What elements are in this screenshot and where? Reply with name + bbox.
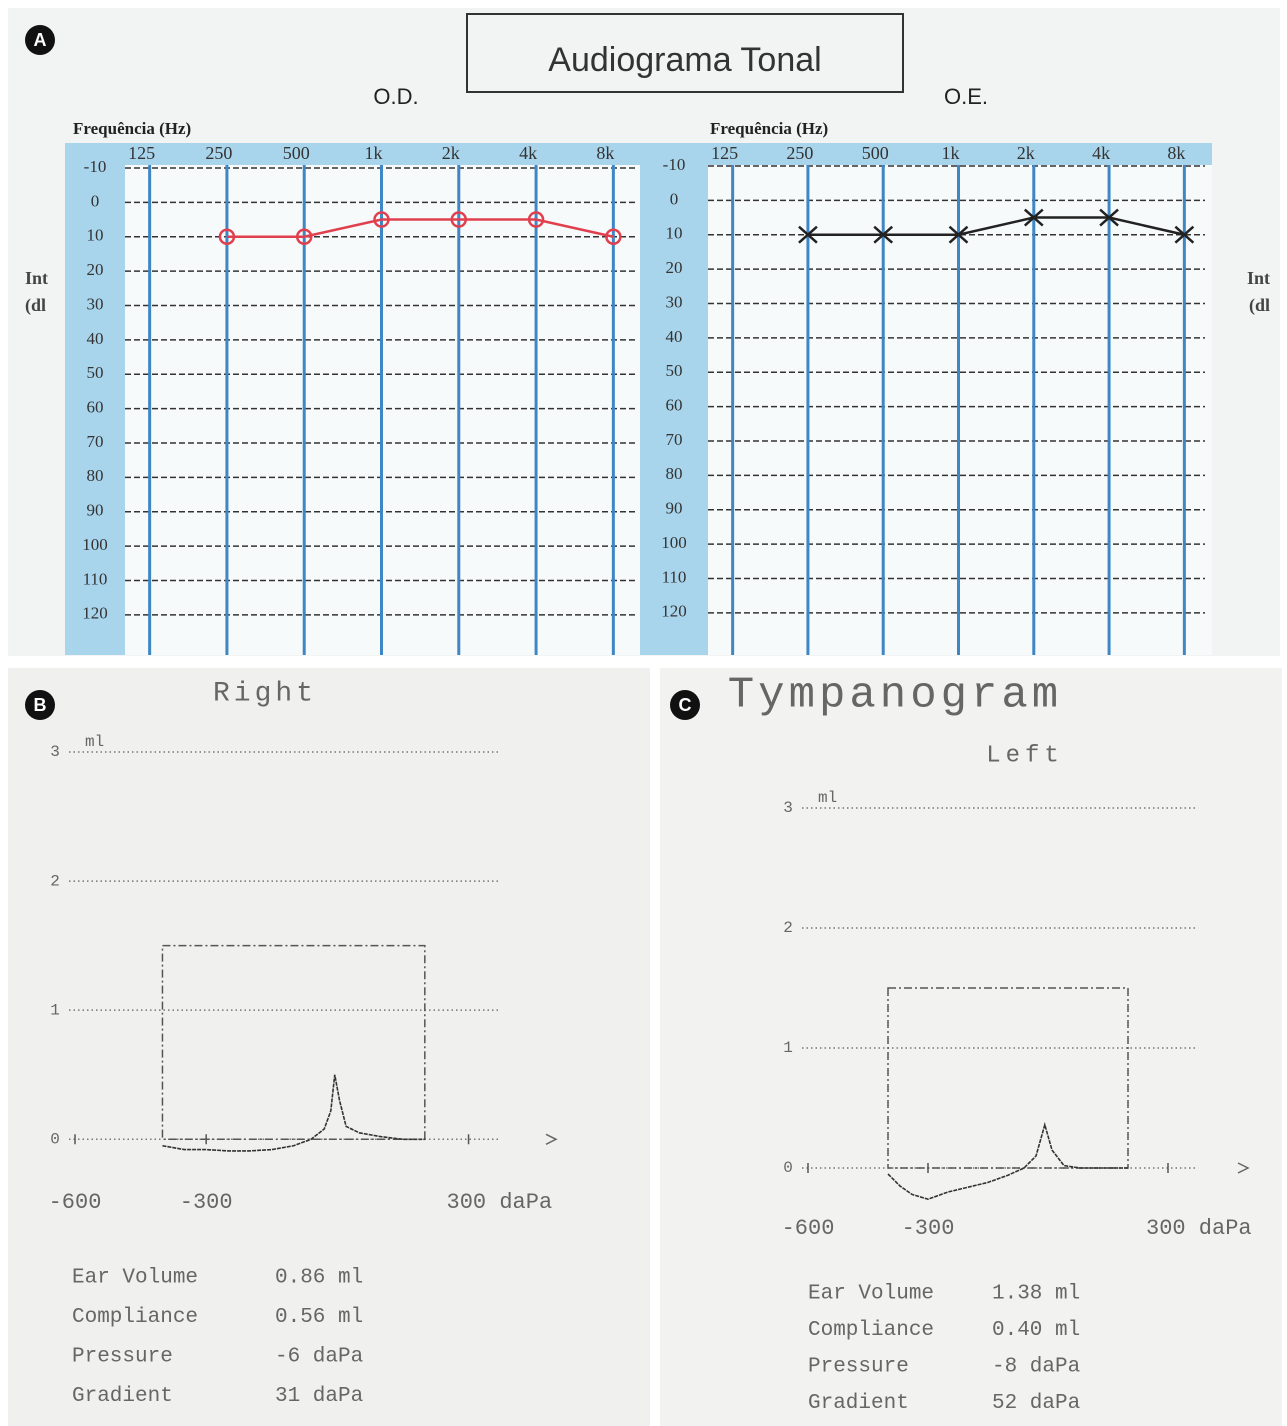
stat-value: 1.38 ml xyxy=(992,1283,1080,1306)
y-tick-label: 3 xyxy=(50,743,60,761)
y-tick-label: 50 xyxy=(666,361,683,380)
y-tick-label: 110 xyxy=(83,569,108,588)
y-axis-label: Int xyxy=(1247,268,1270,288)
x-tick-label: 500 xyxy=(862,143,889,163)
stat-label: Compliance xyxy=(72,1306,198,1329)
y-unit-label: ml xyxy=(85,733,104,751)
y-tick-label: 20 xyxy=(87,260,104,279)
y-tick-label: 60 xyxy=(87,397,104,416)
y-tick-label: 2 xyxy=(783,919,793,937)
panel-label: A xyxy=(25,25,55,55)
y-tick-label: 40 xyxy=(666,327,683,346)
panel-c-background xyxy=(660,668,1282,1426)
y-tick-label: 70 xyxy=(87,432,104,451)
plot-background xyxy=(65,143,640,655)
y-tick-label: 10 xyxy=(87,226,104,245)
figure-title: Audiograma Tonal xyxy=(548,41,821,79)
x-axis-label: Frequência (Hz) xyxy=(73,119,191,138)
x-tick-label: 1k xyxy=(942,143,960,163)
y-tick-label: 30 xyxy=(87,294,104,313)
x-tick-label: -300 xyxy=(902,1216,955,1241)
x-tick-label: 500 xyxy=(283,143,310,163)
x-tick-label: -600 xyxy=(49,1190,102,1215)
y-tick-label: 60 xyxy=(666,395,683,414)
y-tick-label: -10 xyxy=(663,155,686,174)
y-tick-label: 0 xyxy=(91,191,100,210)
x-tick-label: 8k xyxy=(1167,143,1185,163)
y-tick-label: 1 xyxy=(50,1001,60,1019)
y-tick-label: 0 xyxy=(50,1130,60,1148)
chart-subtitle: Left xyxy=(986,742,1064,769)
stat-value: 52 daPa xyxy=(992,1392,1080,1415)
y-tick-label: 50 xyxy=(87,363,104,382)
x-tick-label: -600 xyxy=(782,1216,835,1241)
x-tick-label: 250 xyxy=(786,143,813,163)
y-tick-label: 0 xyxy=(670,189,679,208)
y-axis-label: (dl xyxy=(25,295,46,316)
y-tick-label: 100 xyxy=(82,535,108,554)
x-tick-label: 8k xyxy=(596,143,614,163)
x-tick-label: -300 xyxy=(180,1190,233,1215)
stat-label: Ear Volume xyxy=(72,1267,198,1290)
stat-value: 0.40 ml xyxy=(992,1319,1080,1342)
stat-label: Compliance xyxy=(808,1319,934,1342)
y-tick-label: 1 xyxy=(783,1039,793,1057)
x-tick-label: 300 daPa xyxy=(1146,1216,1252,1241)
y-tick-label: 120 xyxy=(82,604,108,623)
x-axis-label: Frequência (Hz) xyxy=(710,119,828,138)
y-tick-label: 80 xyxy=(87,466,104,485)
y-tick-label: 110 xyxy=(662,567,687,586)
stat-value: -6 daPa xyxy=(275,1346,363,1369)
x-tick-label: 250 xyxy=(205,143,232,163)
y-tick-label: 90 xyxy=(87,501,104,520)
panel-label-text: A xyxy=(34,30,47,50)
panel-label-text: C xyxy=(679,695,692,715)
y-axis-label: Int xyxy=(25,268,48,288)
stat-value: 0.56 ml xyxy=(275,1306,363,1329)
stat-label: Gradient xyxy=(808,1392,909,1415)
x-tick-label: 125 xyxy=(128,143,155,163)
stat-label: Pressure xyxy=(72,1346,173,1369)
x-tick-label: 125 xyxy=(711,143,738,163)
y-axis-label: (dl xyxy=(1249,295,1270,316)
y-tick-label: 0 xyxy=(783,1159,793,1177)
y-tick-label: 2 xyxy=(50,872,60,890)
chart-title: Tympanogram xyxy=(728,671,1062,721)
x-tick-label: 2k xyxy=(1017,143,1035,163)
x-axis-strip xyxy=(125,143,640,165)
y-tick-label: 10 xyxy=(666,224,683,243)
chart-title: O.E. xyxy=(944,84,988,109)
y-unit-label: ml xyxy=(818,789,837,807)
stat-label: Gradient xyxy=(72,1385,173,1408)
stat-value: -8 daPa xyxy=(992,1356,1080,1379)
chart-title: O.D. xyxy=(373,84,418,109)
panel-label: B xyxy=(25,690,55,720)
stat-value: 31 daPa xyxy=(275,1385,363,1408)
figure: Audiograma Tonal A B C O.D. Frequência (H… xyxy=(0,0,1287,1426)
stat-label: Pressure xyxy=(808,1356,909,1379)
chart-title: Right xyxy=(213,678,317,709)
y-tick-label: 90 xyxy=(666,499,683,518)
x-tick-label: 300 daPa xyxy=(447,1190,553,1215)
y-tick-label: 80 xyxy=(666,464,683,483)
x-axis-strip xyxy=(708,143,1212,165)
y-tick-label: 70 xyxy=(666,430,683,449)
y-tick-label: 100 xyxy=(661,533,687,552)
y-tick-label: 30 xyxy=(666,292,683,311)
stat-value: 0.86 ml xyxy=(275,1267,363,1290)
x-tick-label: 4k xyxy=(519,143,537,163)
y-tick-label: 40 xyxy=(87,329,104,348)
x-tick-label: 1k xyxy=(365,143,383,163)
panel-label-text: B xyxy=(34,695,47,715)
x-tick-label: 4k xyxy=(1092,143,1110,163)
y-tick-label: 20 xyxy=(666,258,683,277)
x-tick-label: 2k xyxy=(442,143,460,163)
y-tick-label: 120 xyxy=(661,602,687,621)
y-tick-label: -10 xyxy=(84,157,107,176)
stat-label: Ear Volume xyxy=(808,1283,934,1306)
y-tick-label: 3 xyxy=(783,799,793,817)
panel-label: C xyxy=(670,690,700,720)
